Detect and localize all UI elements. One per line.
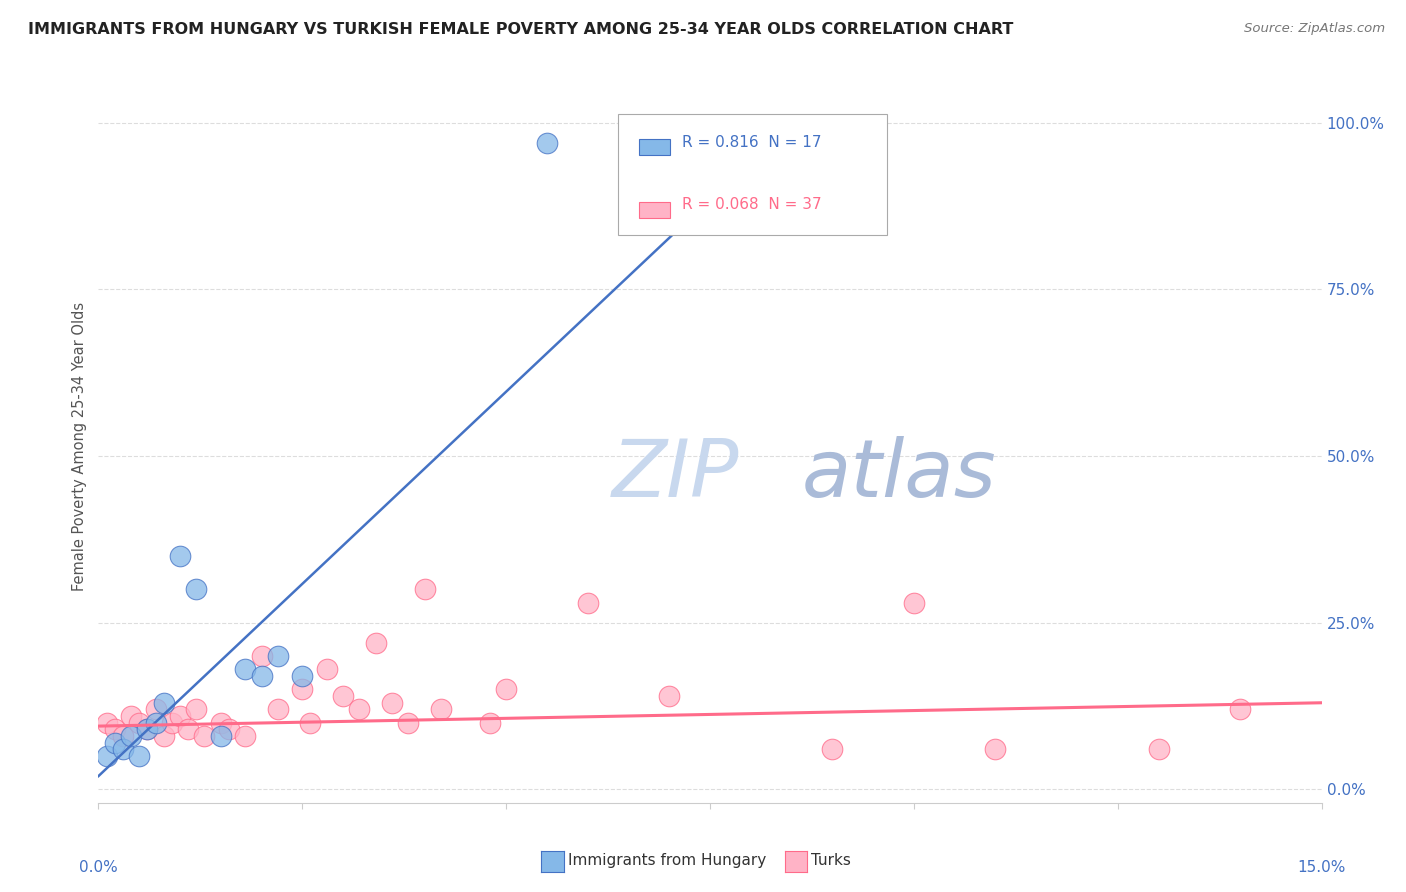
Point: [1229, 702, 1251, 716]
Point: [396, 715, 419, 730]
Point: [576, 596, 599, 610]
Point: [291, 682, 314, 697]
Point: [177, 723, 200, 737]
Point: [780, 136, 803, 150]
Text: R = 0.068  N = 37: R = 0.068 N = 37: [682, 197, 821, 212]
Text: Turks: Turks: [811, 854, 851, 868]
Point: [315, 662, 337, 676]
Point: [128, 749, 150, 764]
Point: [291, 669, 314, 683]
Point: [186, 582, 208, 597]
Point: [984, 742, 1007, 756]
Point: [136, 723, 159, 737]
Point: [145, 715, 167, 730]
Point: [209, 729, 232, 743]
Point: [152, 729, 174, 743]
Point: [495, 682, 517, 697]
Point: [120, 709, 142, 723]
Point: [111, 729, 134, 743]
Text: Immigrants from Hungary: Immigrants from Hungary: [568, 854, 766, 868]
Point: [233, 662, 256, 676]
Point: [1147, 742, 1170, 756]
Point: [299, 715, 322, 730]
Point: [381, 696, 404, 710]
Point: [349, 702, 371, 716]
Point: [136, 723, 159, 737]
Point: [658, 689, 681, 703]
Point: [128, 715, 150, 730]
Point: [478, 715, 501, 730]
Point: [96, 749, 118, 764]
Point: [104, 723, 127, 737]
FancyBboxPatch shape: [619, 114, 887, 235]
Point: [250, 649, 273, 664]
Point: [332, 689, 354, 703]
FancyBboxPatch shape: [640, 139, 669, 155]
Point: [250, 669, 273, 683]
Point: [209, 715, 232, 730]
Point: [267, 649, 290, 664]
Text: 15.0%: 15.0%: [1298, 860, 1346, 875]
Text: IMMIGRANTS FROM HUNGARY VS TURKISH FEMALE POVERTY AMONG 25-34 YEAR OLDS CORRELAT: IMMIGRANTS FROM HUNGARY VS TURKISH FEMAL…: [28, 22, 1014, 37]
Point: [96, 715, 118, 730]
Text: R = 0.816  N = 17: R = 0.816 N = 17: [682, 135, 821, 150]
Point: [169, 549, 191, 563]
Point: [267, 702, 290, 716]
Text: Source: ZipAtlas.com: Source: ZipAtlas.com: [1244, 22, 1385, 36]
Point: [430, 702, 453, 716]
Point: [186, 702, 208, 716]
Point: [120, 729, 142, 743]
Text: 0.0%: 0.0%: [79, 860, 118, 875]
Point: [169, 709, 191, 723]
Text: ZIP: ZIP: [612, 435, 740, 514]
Point: [821, 742, 844, 756]
Point: [413, 582, 436, 597]
Point: [364, 636, 387, 650]
Point: [193, 729, 215, 743]
Y-axis label: Female Poverty Among 25-34 Year Olds: Female Poverty Among 25-34 Year Olds: [72, 301, 87, 591]
Point: [218, 723, 240, 737]
Text: atlas: atlas: [801, 435, 997, 514]
Point: [536, 136, 558, 150]
Point: [111, 742, 134, 756]
Point: [160, 715, 183, 730]
FancyBboxPatch shape: [640, 202, 669, 218]
Point: [104, 736, 127, 750]
Point: [233, 729, 256, 743]
Point: [903, 596, 925, 610]
Point: [152, 696, 174, 710]
Point: [145, 702, 167, 716]
